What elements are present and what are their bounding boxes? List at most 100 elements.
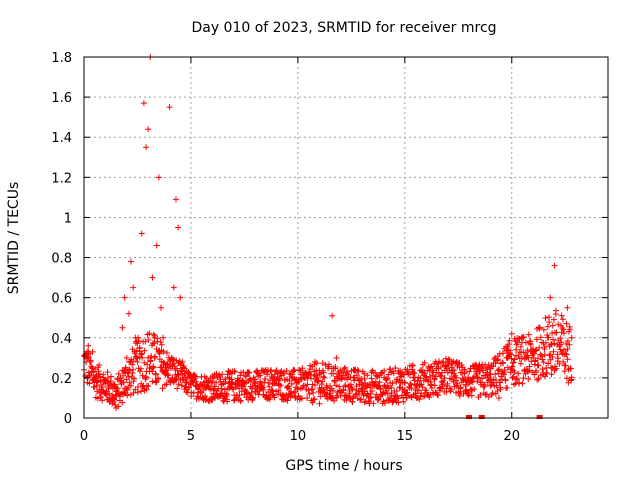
data-point	[568, 334, 575, 341]
band-point	[143, 373, 150, 380]
band-point	[481, 383, 488, 390]
band-point	[99, 384, 106, 391]
band-point	[96, 373, 103, 380]
band-point	[545, 360, 552, 367]
band-point	[441, 375, 448, 382]
data-point	[119, 324, 126, 331]
band-point	[182, 383, 189, 390]
data-point	[172, 196, 179, 203]
band-point	[163, 381, 170, 388]
y-axis-label: SRMTID / TECUs	[6, 182, 22, 295]
band-point	[97, 394, 104, 401]
band-point	[241, 380, 248, 387]
band-point	[322, 361, 329, 368]
band-point	[191, 373, 198, 380]
band-point	[536, 325, 543, 332]
band-point	[562, 350, 569, 357]
data-point	[209, 378, 216, 385]
data-point	[286, 390, 293, 397]
band-point	[567, 365, 574, 372]
band-point	[175, 372, 182, 379]
band-point	[112, 401, 119, 408]
data-point	[444, 358, 451, 365]
band-point	[231, 368, 238, 375]
band-point	[530, 350, 537, 357]
data-point	[160, 334, 167, 341]
band-point	[426, 368, 433, 375]
band-point	[96, 362, 103, 369]
band-point	[564, 337, 571, 344]
band-point	[507, 351, 514, 358]
x-tick-label: 15	[397, 429, 414, 444]
data-point	[333, 354, 340, 361]
data-point	[252, 378, 259, 385]
data-point	[461, 366, 468, 373]
band-point	[350, 394, 357, 401]
band-point	[417, 375, 424, 382]
band-point	[310, 389, 317, 396]
band-point	[330, 387, 337, 394]
band-point	[566, 326, 573, 333]
band-point	[532, 347, 539, 354]
band-point	[284, 397, 291, 404]
data-point	[164, 370, 171, 377]
band-point	[520, 349, 527, 356]
band-point	[453, 383, 460, 390]
band-point	[134, 389, 141, 396]
band-point	[341, 365, 348, 372]
band-point	[560, 358, 567, 365]
band-point	[447, 388, 454, 395]
band-point	[369, 388, 376, 395]
band-point	[421, 393, 428, 400]
band-point	[516, 379, 523, 386]
band-point	[506, 337, 513, 344]
band-point	[382, 376, 389, 383]
band-point	[550, 348, 557, 355]
band-point	[544, 323, 551, 330]
data-point	[181, 370, 188, 377]
band-point	[130, 366, 137, 373]
band-point	[493, 377, 500, 384]
band-point	[397, 384, 404, 391]
data-point	[134, 358, 141, 365]
y-tick-label: 1	[64, 211, 72, 226]
y-tick-label: 1.8	[51, 51, 72, 66]
band-point	[486, 371, 493, 378]
data-point	[470, 374, 477, 381]
data-point	[130, 284, 137, 291]
band-point	[244, 368, 251, 375]
band-point	[266, 396, 273, 403]
band-point	[312, 382, 319, 389]
band-point	[453, 359, 460, 366]
data-point	[530, 354, 537, 361]
band-point	[499, 360, 506, 367]
band-point	[465, 374, 472, 381]
band-point	[123, 376, 130, 383]
band-point	[357, 396, 364, 403]
band-point	[370, 400, 377, 407]
band-point	[111, 381, 118, 388]
band-point	[219, 371, 226, 378]
band-point	[283, 367, 290, 374]
band-point	[367, 384, 374, 391]
band-point	[401, 379, 408, 386]
band-point	[311, 396, 318, 403]
plot-frame	[83, 56, 609, 419]
band-point	[375, 396, 382, 403]
band-point	[94, 378, 101, 385]
band-point	[424, 367, 431, 374]
band-point	[157, 339, 164, 346]
band-point	[188, 393, 195, 400]
band-point	[297, 385, 304, 392]
band-point	[525, 376, 532, 383]
band-point	[444, 380, 451, 387]
band-point	[554, 351, 561, 358]
data-point	[179, 358, 186, 365]
y-tick-label: 0.4	[51, 332, 72, 347]
band-point	[135, 338, 142, 345]
band-point	[558, 312, 565, 319]
band-point	[316, 400, 323, 407]
data-point	[521, 366, 528, 373]
band-point	[401, 379, 408, 386]
band-point	[144, 361, 151, 368]
